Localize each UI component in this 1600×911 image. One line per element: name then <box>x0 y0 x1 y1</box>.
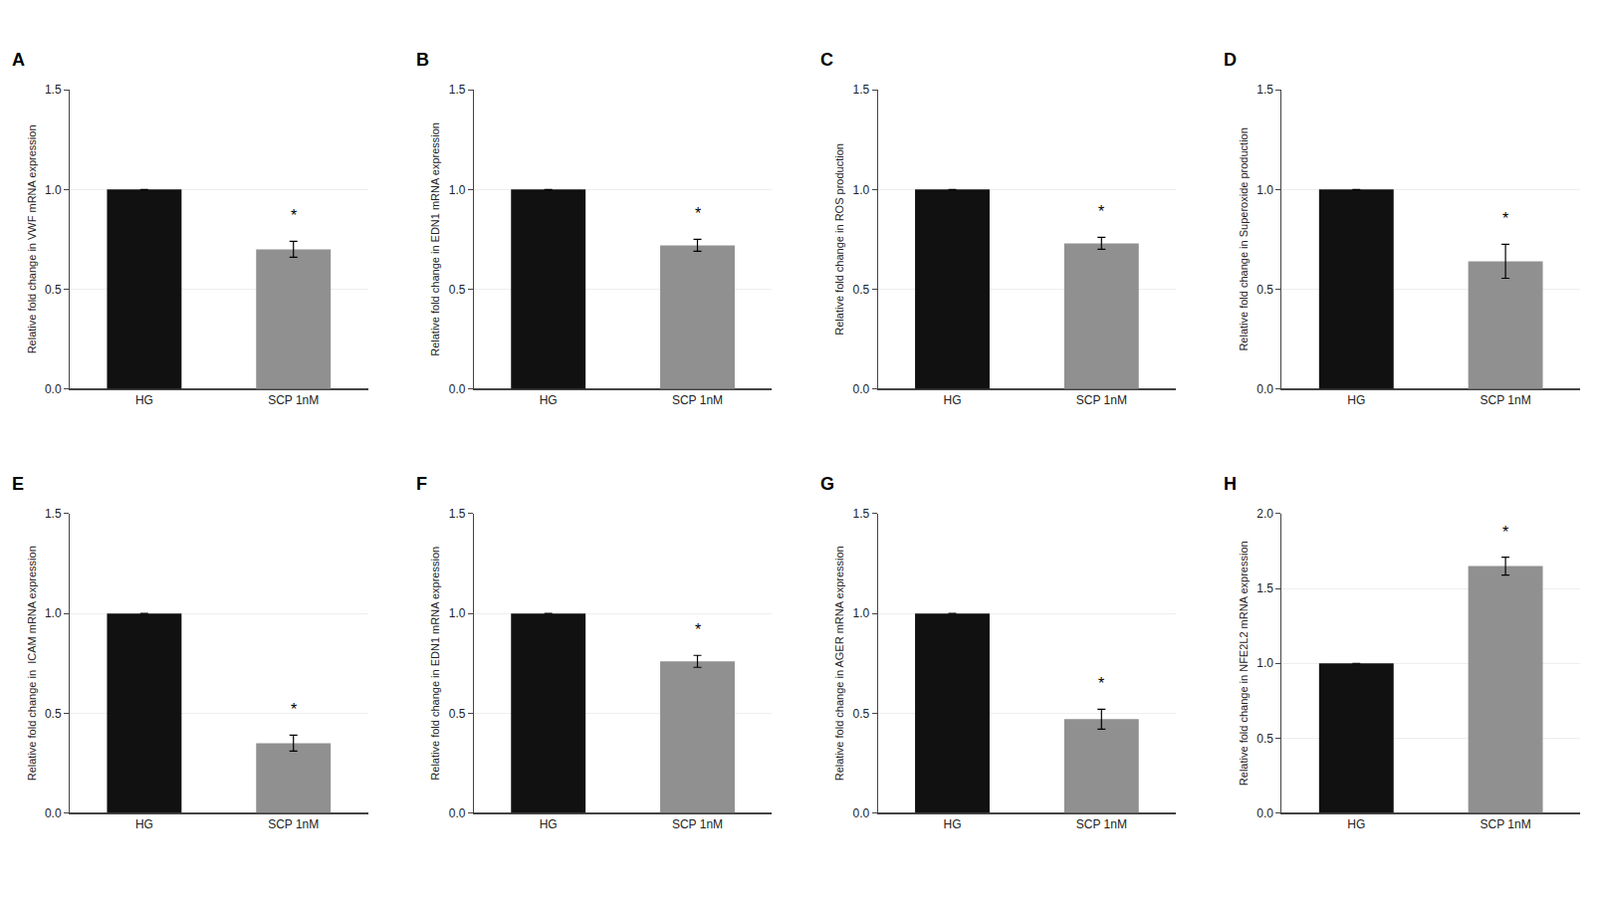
svg-text:0.5: 0.5 <box>449 706 466 721</box>
svg-text:*: * <box>1098 675 1105 692</box>
svg-text:0.5: 0.5 <box>449 282 466 297</box>
svg-text:F: F <box>416 473 428 494</box>
svg-text:*: * <box>694 621 701 639</box>
svg-text:1.0: 1.0 <box>449 606 466 621</box>
svg-text:1.5: 1.5 <box>44 82 62 97</box>
svg-text:*: * <box>290 207 297 225</box>
svg-text:1.5: 1.5 <box>1256 82 1274 97</box>
svg-text:Relative fold change in EDN1 m: Relative fold change in EDN1 mRNA expres… <box>429 546 442 781</box>
svg-text:0.5: 0.5 <box>853 282 871 297</box>
svg-text:0.0: 0.0 <box>44 806 62 821</box>
svg-text:G: G <box>820 473 835 494</box>
svg-text:Relative fold change in AGER m: Relative fold change in AGER mRNA expres… <box>833 545 846 781</box>
svg-text:0.5: 0.5 <box>1256 731 1274 746</box>
svg-text:Relative fold change in NFE2L2: Relative fold change in NFE2L2 mRNA expr… <box>1237 540 1250 786</box>
svg-text:1.0: 1.0 <box>449 183 466 198</box>
svg-text:0.0: 0.0 <box>1256 382 1274 397</box>
svg-text:1.0: 1.0 <box>1256 656 1274 671</box>
svg-text:0.0: 0.0 <box>449 806 466 821</box>
svg-text:A: A <box>11 49 25 70</box>
svg-text:SCP 1nM: SCP 1nM <box>267 817 319 832</box>
svg-text:Relative fold change in Supero: Relative fold change in Superoxide produ… <box>1237 127 1250 351</box>
svg-text:SCP 1nM: SCP 1nM <box>1076 817 1128 832</box>
svg-text:1.0: 1.0 <box>1256 183 1274 198</box>
svg-text:0.0: 0.0 <box>853 806 871 821</box>
svg-text:0.5: 0.5 <box>44 706 62 721</box>
svg-text:HG: HG <box>1347 393 1366 408</box>
svg-text:1.0: 1.0 <box>853 183 871 198</box>
svg-text:1.5: 1.5 <box>449 506 466 521</box>
svg-text:0.0: 0.0 <box>1256 806 1274 821</box>
svg-text:1.0: 1.0 <box>44 183 62 198</box>
svg-text:0.0: 0.0 <box>449 382 466 397</box>
svg-text:1.5: 1.5 <box>44 506 62 521</box>
svg-text:SCP 1nM: SCP 1nM <box>672 817 723 832</box>
svg-text:HG: HG <box>942 393 961 408</box>
svg-text:H: H <box>1223 473 1237 494</box>
svg-text:*: * <box>1502 210 1509 228</box>
svg-text:2.0: 2.0 <box>1256 506 1274 521</box>
svg-text:1.5: 1.5 <box>1256 581 1274 596</box>
svg-text:B: B <box>416 49 430 70</box>
svg-text:1.5: 1.5 <box>853 82 871 97</box>
svg-text:0.5: 0.5 <box>853 706 871 721</box>
svg-text:SCP 1nM: SCP 1nM <box>672 393 723 408</box>
svg-text:1.5: 1.5 <box>449 82 466 97</box>
svg-text:*: * <box>1502 523 1509 541</box>
svg-text:*: * <box>1098 203 1105 221</box>
svg-text:HG: HG <box>942 817 961 832</box>
svg-text:E: E <box>11 473 24 494</box>
svg-text:1.0: 1.0 <box>44 606 62 621</box>
svg-text:HG: HG <box>135 393 154 408</box>
svg-text:D: D <box>1223 49 1237 70</box>
svg-text:C: C <box>820 49 834 70</box>
svg-text:Relative fold change in ROS pr: Relative fold change in ROS production <box>833 143 846 336</box>
svg-text:SCP 1nM: SCP 1nM <box>1076 393 1128 408</box>
svg-text:0.5: 0.5 <box>1256 282 1274 297</box>
svg-text:1.0: 1.0 <box>853 606 871 621</box>
svg-text:Relative fold change in EDN1 m: Relative fold change in EDN1 mRNA expres… <box>429 122 442 357</box>
svg-text:0.5: 0.5 <box>44 282 62 297</box>
svg-text:SCP 1nM: SCP 1nM <box>1480 817 1532 832</box>
svg-text:*: * <box>290 700 297 718</box>
svg-text:0.0: 0.0 <box>44 382 62 397</box>
svg-text:SCP 1nM: SCP 1nM <box>267 393 319 408</box>
svg-text:Relative fold change in ICAM: Relative fold change in ICAM mRNA expres… <box>25 545 38 781</box>
svg-text:Relative fold change in VWF mR: Relative fold change in VWF mRNA express… <box>25 124 38 354</box>
svg-text:0.0: 0.0 <box>853 382 871 397</box>
svg-text:HG: HG <box>539 393 558 408</box>
svg-text:HG: HG <box>539 817 558 832</box>
svg-text:HG: HG <box>1347 817 1366 832</box>
svg-text:1.5: 1.5 <box>853 506 871 521</box>
svg-text:SCP 1nM: SCP 1nM <box>1480 393 1532 408</box>
svg-text:*: * <box>694 205 701 223</box>
svg-text:HG: HG <box>135 817 154 832</box>
